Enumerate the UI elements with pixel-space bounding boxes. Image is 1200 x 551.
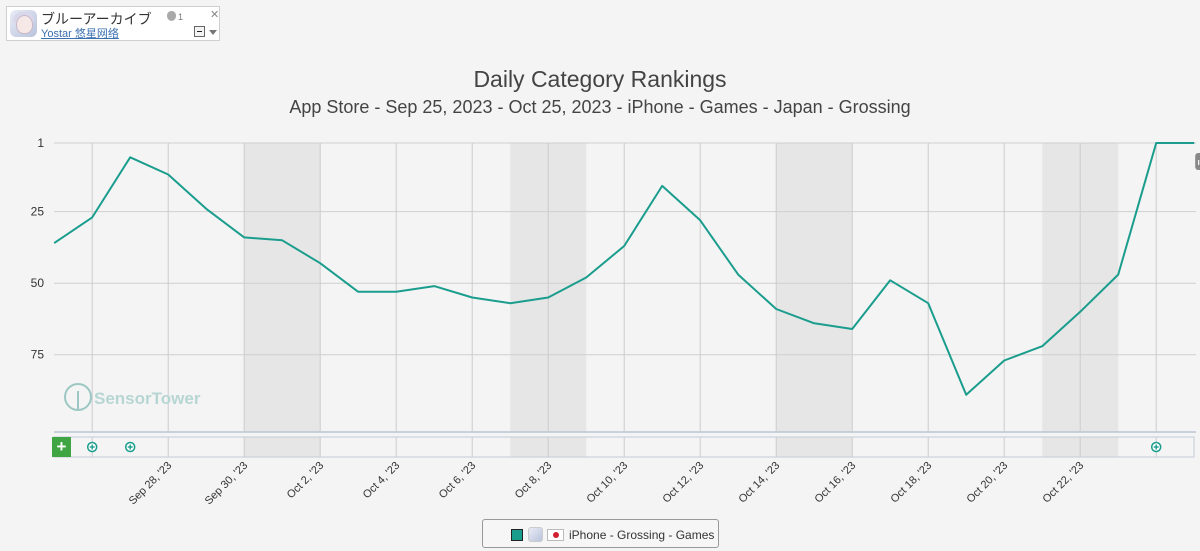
- chart-subtitle: App Store - Sep 25, 2023 - Oct 25, 2023 …: [289, 97, 911, 117]
- x-tick-label: Oct 16, '23: [812, 460, 858, 506]
- collapse-button[interactable]: [194, 26, 205, 37]
- series-line: [53, 142, 1195, 396]
- event-marker[interactable]: [86, 441, 98, 453]
- event-marker[interactable]: [124, 441, 136, 453]
- img-badge-text: IMG: [1198, 158, 1200, 167]
- sensortower-watermark: SensorTower: [64, 383, 201, 411]
- x-tick-label: Oct 20, '23: [964, 460, 1010, 506]
- weekend-band: [776, 143, 853, 432]
- x-tick-label: Oct 12, '23: [660, 460, 706, 506]
- y-tick-label: 25: [31, 205, 45, 219]
- x-tick-label: Oct 2, '23: [285, 460, 327, 502]
- x-tick-label: Oct 4, '23: [361, 460, 403, 502]
- watermark-text: SensorTower: [94, 389, 201, 408]
- x-tick-label: Sep 30, '23: [203, 460, 251, 508]
- legend-label: iPhone - Grossing - Games: [569, 528, 715, 542]
- legend-swatch: [511, 529, 523, 541]
- japan-flag-icon: [547, 529, 564, 541]
- apple-icon: [167, 11, 176, 21]
- x-tick-label: Oct 14, '23: [736, 460, 782, 506]
- legend[interactable]: iPhone - Grossing - Games: [482, 519, 719, 548]
- plot-area: [54, 143, 1196, 432]
- close-icon[interactable]: ✕: [210, 9, 220, 21]
- chart-title: Daily Category Rankings: [473, 66, 727, 92]
- y-tick-label: 1: [37, 136, 44, 150]
- event-marker[interactable]: [1150, 441, 1162, 453]
- add-event-button[interactable]: [52, 437, 71, 457]
- chevron-down-icon[interactable]: [209, 30, 217, 35]
- x-tick-label: Oct 8, '23: [513, 460, 555, 502]
- x-tick-label: Oct 10, '23: [584, 460, 630, 506]
- y-tick-label: 50: [31, 276, 45, 290]
- app-card[interactable]: ブルーアーカイブ Yostar 悠星网络 1 ✕: [6, 6, 220, 41]
- apple-count: 1: [178, 12, 184, 22]
- x-tick-label: Oct 6, '23: [437, 460, 479, 502]
- x-tick-label: Oct 18, '23: [888, 460, 934, 506]
- weekend-band-events: [776, 437, 853, 457]
- img-badge: [1195, 153, 1200, 170]
- x-tick-label: Oct 22, '23: [1040, 460, 1086, 506]
- weekend-band-events: [244, 437, 321, 457]
- y-tick-label: 75: [31, 348, 45, 362]
- app-name: ブルーアーカイブ: [41, 11, 152, 27]
- weekend-band: [244, 143, 321, 432]
- publisher-link[interactable]: Yostar 悠星网络: [41, 28, 119, 40]
- ranking-chart: 1 25 50 75 SensorTower IMG + Sep 28, '23 Sep 30,…: [31, 136, 1200, 508]
- add-event-label: +: [57, 437, 67, 456]
- legend-app-icon: [528, 527, 543, 542]
- x-tick-label: Sep 28, '23: [127, 460, 175, 508]
- app-icon: [10, 10, 37, 37]
